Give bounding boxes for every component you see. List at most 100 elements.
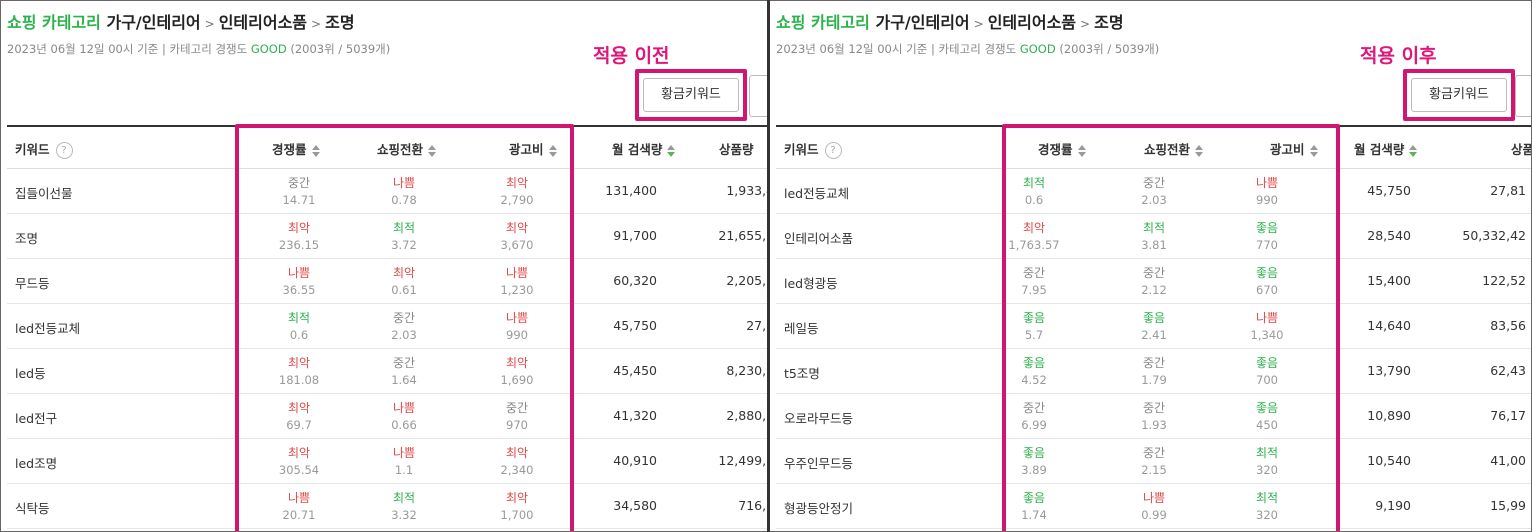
keyword-cell[interactable]: 무드등 (15, 276, 50, 291)
metric-value: 2.41 (1141, 328, 1167, 342)
table-row[interactable]: 조명 최악 236.15 최적 3.72 최악 3,670 91,700 21,655,00 (7, 214, 767, 259)
competition-cell: 최악 69.7 (269, 400, 329, 434)
header-products[interactable]: 상품량 (719, 139, 754, 158)
breadcrumb-level3[interactable]: 조명 (1094, 13, 1124, 32)
help-circle-icon[interactable]: ? (55, 142, 73, 159)
keyword-cell[interactable]: 레일등 (784, 321, 819, 336)
table-row[interactable]: 우주인무드등 좋음 3.89 중간 2.15 최적 320 10,540 41,00 (776, 439, 1531, 484)
keyword-cell[interactable]: 오로라무드등 (784, 411, 854, 426)
header-monthly-search[interactable]: 월 검색량 (1354, 139, 1418, 158)
keyword-cell[interactable]: led등 (15, 366, 46, 381)
header-shopping-conversion-label: 쇼핑전환 (377, 142, 424, 157)
grade-label: 중간 (1022, 266, 1046, 280)
keyword-cell[interactable]: led전구 (15, 411, 58, 426)
grade-label: 중간 (392, 356, 416, 370)
keyword-cell[interactable]: led전등교체 (784, 186, 850, 201)
table-row[interactable]: led전구 최악 69.7 나쁨 0.66 중간 970 41,320 2,880,17 (7, 394, 767, 439)
keyword-cell[interactable]: 조명 (15, 231, 39, 246)
help-circle-icon[interactable]: ? (824, 142, 842, 159)
conversion-cell: 중간 1.93 (1124, 400, 1184, 434)
grade-label: 중간 (505, 401, 529, 415)
grade-label: 나쁨 (287, 266, 311, 280)
sort-arrows-icon[interactable] (548, 144, 557, 157)
header-monthly-search[interactable]: 월 검색량 (612, 139, 676, 158)
products-cell: 62,43 (1490, 363, 1526, 378)
table-row[interactable]: 식탁등 나쁨 20.71 최적 3.32 최악 1,700 34,580 716,30 (7, 484, 767, 529)
panel-after: 쇼핑 카테고리 가구/인테리어 > 인테리어소품 > 조명 2023년 06월 12일 0… (769, 0, 1532, 532)
table-row[interactable]: led등 최악 181.08 중간 1.64 최악 1,690 45,450 8,230,53 (7, 349, 767, 394)
sort-arrows-icon[interactable] (1309, 144, 1318, 157)
header-ad-cost[interactable]: 광고비 (1270, 139, 1318, 158)
table-row[interactable]: t5조명 좋음 4.52 중간 1.79 좋음 700 13,790 62,43 (776, 349, 1531, 394)
header-shopping-conversion[interactable]: 쇼핑전환 (1144, 139, 1204, 158)
table-row[interactable]: led전등교체 최적 0.6 중간 2.03 나쁨 990 45,750 27,81 (776, 169, 1531, 214)
sort-arrows-icon[interactable] (311, 144, 320, 157)
ad-cost-cell: 나쁨 1,340 (1237, 310, 1297, 344)
next-tool-button[interactable] (749, 75, 767, 117)
sort-arrows-icon[interactable] (667, 144, 676, 157)
header-products[interactable]: 상품 (1511, 139, 1531, 158)
breadcrumb-separator: > (973, 17, 984, 31)
table-row[interactable]: led형광등 중간 7.95 중간 2.12 좋음 670 15,400 122,52 (776, 259, 1531, 304)
gold-keyword-button[interactable]: 황금키워드 (643, 78, 739, 112)
competition-cell: 좋음 3.89 (1004, 445, 1064, 479)
breadcrumb-level1[interactable]: 가구/인테리어 (106, 13, 201, 32)
metric-value: 1.1 (394, 463, 414, 477)
header-ad-cost[interactable]: 광고비 (509, 139, 557, 158)
keyword-cell[interactable]: 집들이선물 (15, 186, 73, 201)
conversion-cell: 중간 2.03 (1124, 175, 1184, 209)
keyword-cell[interactable]: 인테리어소품 (784, 231, 854, 246)
table-row[interactable]: 레일등 좋음 5.7 좋음 2.41 나쁨 1,340 14,640 83,56 (776, 304, 1531, 349)
header-shopping-conversion[interactable]: 쇼핑전환 (377, 139, 437, 158)
sort-arrows-icon[interactable] (428, 144, 437, 157)
header-competition[interactable]: 경쟁률 (1038, 139, 1086, 158)
meta-competition-value: GOOD (1019, 42, 1056, 56)
table-row[interactable]: 형광등안정기 좋음 1.74 나쁨 0.99 최적 320 9,190 15,99 (776, 484, 1531, 529)
monthly-search-cell: 45,750 (1367, 183, 1411, 198)
keyword-cell[interactable]: 우주인무드등 (784, 456, 854, 471)
grade-label: 중간 (287, 176, 311, 190)
grade-label: 최악 (392, 266, 416, 280)
table-row[interactable]: 집들이선물 중간 14.71 나쁨 0.78 최악 2,790 131,400 1,933,47 (7, 169, 767, 214)
metric-value: 670 (1256, 283, 1278, 297)
breadcrumb-separator: > (1080, 17, 1091, 31)
ad-cost-cell: 최악 2,340 (487, 445, 547, 479)
breadcrumb-level2[interactable]: 인테리어소품 (987, 13, 1077, 32)
keyword-cell[interactable]: led형광등 (784, 276, 838, 291)
monthly-search-cell: 28,540 (1367, 228, 1411, 243)
grade-label: 나쁨 (1142, 491, 1166, 505)
keyword-cell[interactable]: 형광등안정기 (784, 501, 854, 516)
keyword-cell[interactable]: led전등교체 (15, 321, 81, 336)
products-cell: 8,230,53 (726, 363, 767, 378)
breadcrumb-level2[interactable]: 인테리어소품 (218, 13, 308, 32)
table-row[interactable]: 인테리어소품 최악 1,763.57 최적 3.81 좋음 770 28,540 50,332,… (776, 214, 1531, 259)
sort-arrows-icon[interactable] (1077, 144, 1086, 157)
table-row[interactable]: led조명 최악 305.54 나쁨 1.1 최악 2,340 40,910 12,499,76 (7, 439, 767, 484)
sort-arrows-icon[interactable] (1195, 144, 1204, 157)
keyword-cell[interactable]: t5조명 (784, 366, 820, 381)
conversion-cell: 최적 3.32 (374, 490, 434, 524)
next-tool-button[interactable] (1515, 75, 1531, 117)
header-competition[interactable]: 경쟁률 (272, 139, 320, 158)
meta-divider: | (161, 42, 166, 56)
breadcrumb-category-label[interactable]: 쇼핑 카테고리 (776, 13, 870, 32)
metric-value: 2.03 (1141, 193, 1167, 207)
table-row[interactable]: 오로라무드등 중간 6.99 중간 1.93 좋음 450 10,890 76,17 (776, 394, 1531, 439)
metric-value: 1,690 (500, 373, 534, 387)
ad-cost-cell: 나쁨 990 (487, 310, 547, 344)
grade-label: 최악 (287, 446, 311, 460)
table-row[interactable]: 무드등 나쁨 36.55 최악 0.61 나쁨 1,230 60,320 2,205,16 (7, 259, 767, 304)
ad-cost-cell: 중간 970 (487, 400, 547, 434)
gold-keyword-button[interactable]: 황금키워드 (1411, 78, 1507, 112)
table-row[interactable]: led전등교체 최적 0.6 중간 2.03 나쁨 990 45,750 27,81 (7, 304, 767, 349)
keyword-cell[interactable]: led조명 (15, 456, 58, 471)
conversion-cell: 중간 2.12 (1124, 265, 1184, 299)
metric-value: 69.7 (286, 418, 312, 432)
breadcrumb-level1[interactable]: 가구/인테리어 (875, 13, 970, 32)
sort-arrows-icon[interactable] (1409, 144, 1418, 157)
breadcrumb-category-label[interactable]: 쇼핑 카테고리 (7, 13, 101, 32)
category-meta: 2023년 06월 12일 00시 기준 | 카테고리 경쟁도 GOOD (20… (776, 41, 1159, 57)
breadcrumb-level3[interactable]: 조명 (325, 13, 355, 32)
keyword-cell[interactable]: 식탁등 (15, 501, 50, 516)
grade-label: 나쁨 (1255, 176, 1279, 190)
